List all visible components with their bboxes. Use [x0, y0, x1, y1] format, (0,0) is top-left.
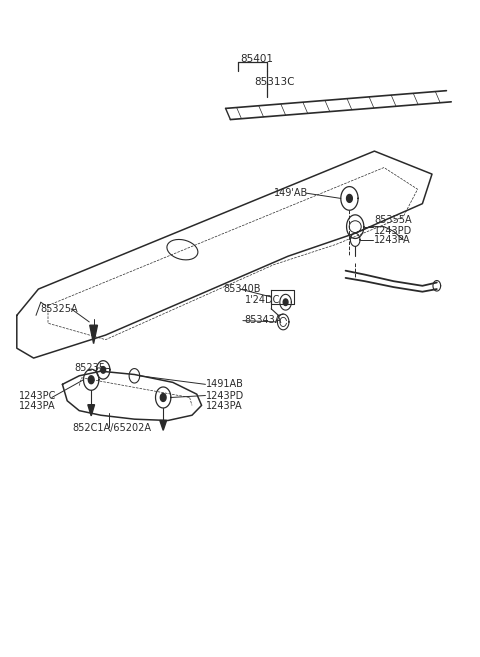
Polygon shape: [88, 405, 95, 416]
Polygon shape: [347, 194, 352, 202]
Text: 85355A: 85355A: [374, 215, 412, 225]
Text: 1243PA: 1243PA: [206, 401, 243, 411]
Text: 1243PD: 1243PD: [374, 226, 413, 237]
Text: 852C1A/65202A: 852C1A/65202A: [72, 423, 151, 434]
Polygon shape: [101, 367, 106, 373]
Text: 85325A: 85325A: [41, 304, 78, 314]
Polygon shape: [90, 325, 97, 344]
Text: 85340B: 85340B: [223, 284, 261, 294]
Text: 1243PA: 1243PA: [19, 401, 56, 411]
Text: 1243PA: 1243PA: [374, 235, 411, 246]
Text: 85235: 85235: [74, 363, 106, 373]
Polygon shape: [160, 420, 167, 430]
Polygon shape: [88, 376, 94, 384]
Text: 85401: 85401: [240, 54, 273, 64]
Polygon shape: [160, 394, 166, 401]
Text: 1491AB: 1491AB: [206, 379, 244, 390]
Text: 1243PC: 1243PC: [19, 390, 57, 401]
Polygon shape: [283, 299, 288, 306]
Text: 149'AB: 149'AB: [274, 187, 308, 198]
Text: 1'24DC: 1'24DC: [245, 295, 280, 306]
Text: 85313C: 85313C: [254, 77, 295, 87]
Text: 85343A: 85343A: [245, 315, 282, 325]
Text: 1243PD: 1243PD: [206, 390, 245, 401]
